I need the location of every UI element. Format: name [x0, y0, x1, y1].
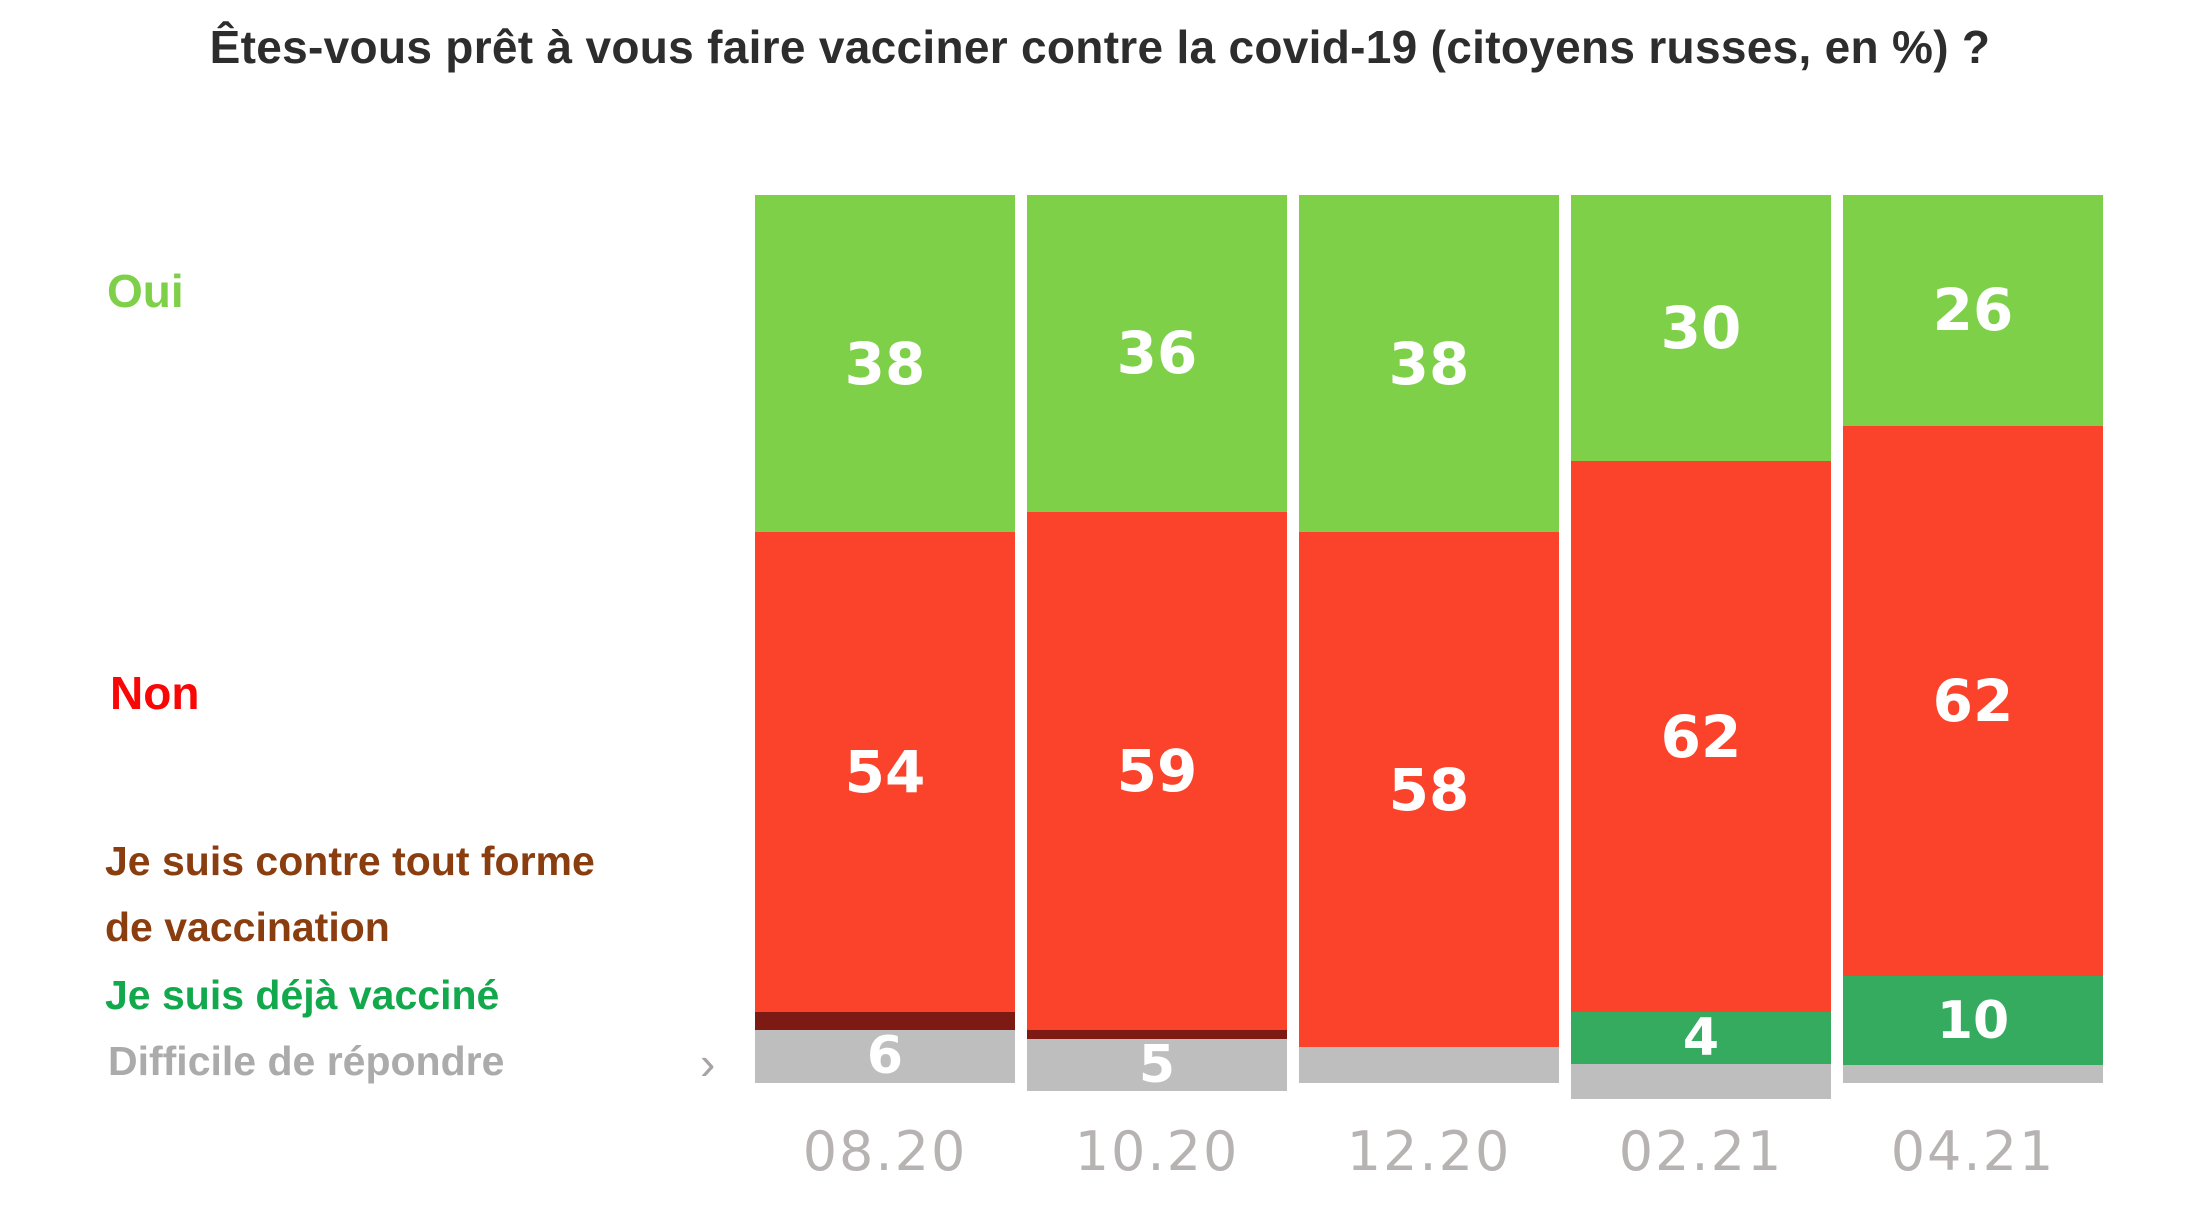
segment-value-label: 36 [1116, 319, 1198, 388]
segment-oui: 38 [1299, 195, 1559, 533]
legend-item-deja-vaccine: Je suis déjà vacciné [105, 972, 500, 1018]
segment-value-label: 54 [844, 738, 926, 807]
chevron-right-icon[interactable]: › [700, 1037, 716, 1089]
x-tick-04-21: 04.21 [1890, 1120, 2056, 1183]
segment-value-label: 38 [1388, 329, 1470, 398]
segment-value-label: 6 [866, 1026, 904, 1087]
x-tick-12-20: 12.20 [1346, 1120, 1512, 1183]
segment-oui: 30 [1571, 195, 1831, 462]
segment-contre [1027, 1030, 1287, 1039]
x-axis: 08.20 10.20 12.20 02.21 04.21 [755, 1120, 2103, 1183]
legend-item-contre-vaccination: Je suis contre tout forme de vaccination [105, 838, 595, 950]
segment-value-label: 26 [1932, 276, 2014, 345]
legend-item-non: Non [110, 667, 200, 719]
x-tick-02-21: 02.21 [1618, 1120, 1784, 1183]
x-tick-10-20: 10.20 [1074, 1120, 1240, 1183]
segment-difficile [1571, 1063, 1831, 1100]
bar-12-20: 38 58 [1299, 195, 1559, 1083]
segment-value-label: 59 [1116, 736, 1198, 805]
segment-non: 54 [755, 532, 1015, 1012]
segment-value-label: 10 [1936, 990, 2010, 1051]
segment-non: 59 [1027, 511, 1287, 1031]
segment-difficile: 5 [1027, 1039, 1287, 1091]
x-tick-08-20: 08.20 [802, 1120, 968, 1183]
segment-vaccine: 10 [1843, 976, 2103, 1066]
segment-non: 58 [1299, 532, 1559, 1048]
segment-contre [755, 1011, 1015, 1030]
segment-oui: 38 [755, 195, 1015, 533]
plot-area: 38 54 6 36 59 5 38 58 30 62 4 26 62 10 [755, 195, 2103, 1100]
segment-value-label: 62 [1932, 667, 2014, 736]
segment-value-label: 62 [1660, 702, 1742, 771]
segment-value-label: 30 [1660, 294, 1742, 363]
bar-02-21: 30 62 4 [1571, 195, 1831, 1100]
bar-08-20: 38 54 6 [755, 195, 1015, 1083]
segment-difficile: 6 [755, 1026, 1015, 1087]
legend-item-difficile-repondre: Difficile de répondre [108, 1038, 505, 1084]
bar-10-20: 36 59 5 [1027, 195, 1287, 1091]
segment-non: 62 [1571, 461, 1831, 1012]
segment-difficile [1843, 1065, 2103, 1083]
segment-difficile [1299, 1047, 1559, 1083]
chart-title: Êtes-vous prêt à vous faire vacciner con… [209, 21, 1991, 73]
legend-item-oui: Oui [107, 265, 184, 317]
bar-04-21: 26 62 10 [1843, 195, 2103, 1083]
segment-oui: 26 [1843, 195, 2103, 426]
segment-vaccine: 4 [1571, 1007, 1831, 1068]
segment-non: 62 [1843, 425, 2103, 977]
segment-value-label: 58 [1388, 755, 1470, 824]
segment-value-label: 5 [1138, 1035, 1176, 1095]
segment-value-label: 38 [844, 329, 926, 398]
segment-oui: 36 [1027, 195, 1287, 512]
segment-value-label: 4 [1682, 1007, 1720, 1068]
